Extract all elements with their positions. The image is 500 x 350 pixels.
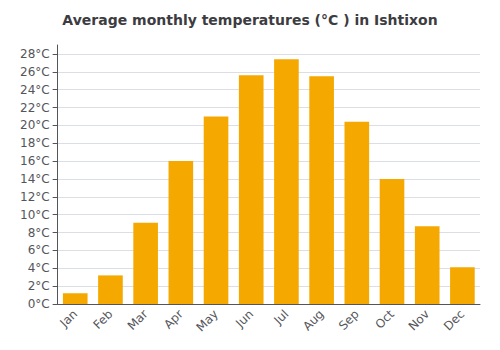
svg-text:Mar: Mar bbox=[125, 307, 151, 333]
svg-text:22°C: 22°C bbox=[20, 101, 50, 115]
svg-text:4°C: 4°C bbox=[28, 261, 50, 275]
svg-text:20°C: 20°C bbox=[20, 118, 50, 132]
svg-text:Feb: Feb bbox=[90, 307, 115, 332]
svg-text:6°C: 6°C bbox=[28, 243, 50, 257]
svg-text:14°C: 14°C bbox=[20, 172, 50, 186]
svg-text:Sep: Sep bbox=[336, 307, 362, 333]
svg-text:28°C: 28°C bbox=[20, 47, 50, 61]
svg-text:0°C: 0°C bbox=[28, 297, 50, 311]
svg-text:Dec: Dec bbox=[441, 307, 467, 333]
svg-text:2°C: 2°C bbox=[28, 279, 50, 293]
svg-text:26°C: 26°C bbox=[20, 65, 50, 79]
svg-text:16°C: 16°C bbox=[20, 154, 50, 168]
svg-text:Jan: Jan bbox=[57, 307, 81, 331]
svg-text:18°C: 18°C bbox=[20, 136, 50, 150]
svg-text:Oct: Oct bbox=[372, 307, 397, 332]
svg-text:12°C: 12°C bbox=[20, 190, 50, 204]
svg-text:8°C: 8°C bbox=[28, 226, 50, 240]
svg-text:10°C: 10°C bbox=[20, 208, 50, 222]
svg-text:Jul: Jul bbox=[271, 307, 292, 328]
svg-text:Jun: Jun bbox=[232, 307, 256, 331]
svg-text:Aug: Aug bbox=[300, 307, 326, 333]
svg-text:24°C: 24°C bbox=[20, 83, 50, 97]
svg-text:Apr: Apr bbox=[161, 307, 186, 332]
svg-text:Average monthly temperatures (: Average monthly temperatures (°C ) in Is… bbox=[62, 12, 437, 28]
svg-text:May: May bbox=[194, 307, 221, 334]
svg-text:Nov: Nov bbox=[406, 307, 432, 333]
